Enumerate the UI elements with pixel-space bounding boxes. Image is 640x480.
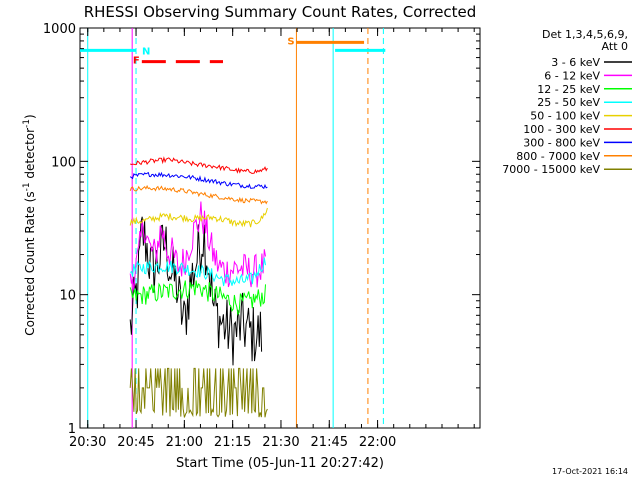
- y-axis-ticks: 1 10 100 1000: [43, 22, 480, 437]
- y-axis-label-mid: detector: [23, 128, 37, 183]
- legend-entry-label: 3 - 6 keV: [551, 56, 600, 69]
- legend-entry-label: 100 - 300 keV: [523, 123, 600, 136]
- flag-label: F: [133, 56, 140, 67]
- series-line: [129, 171, 268, 190]
- x-tick-label: 21:30: [262, 435, 299, 450]
- y-tick-label: 1: [68, 422, 76, 437]
- legend-entry-label: 800 - 7000 keV: [516, 150, 600, 163]
- series-line: [129, 156, 268, 174]
- x-tick-label: 22:00: [359, 435, 396, 450]
- legend-entry-label: 12 - 25 keV: [537, 83, 600, 96]
- legend-entry-label: 6 - 12 keV: [544, 69, 600, 82]
- series-line: [129, 257, 266, 287]
- legend-header: Att 0: [602, 40, 628, 53]
- legend-entry-label: 50 - 100 keV: [530, 110, 600, 123]
- x-tick-label: 20:30: [69, 435, 106, 450]
- x-axis-ticks: 20:30 20:45 21:00 21:15 21:30 21:45 22:00: [69, 28, 475, 450]
- series-line: [129, 280, 266, 316]
- series-line: [129, 216, 263, 366]
- series-line: [129, 184, 268, 205]
- x-tick-label: 21:15: [214, 435, 251, 450]
- y-axis-label: Corrected Count Rate (s-1 detector-1): [22, 114, 37, 335]
- footer-date: 17-Oct-2021 16:14: [552, 467, 628, 476]
- series-line: [129, 207, 268, 228]
- x-tick-label: 21:00: [166, 435, 203, 450]
- legend-header: Det 1,3,4,5,6,9,: [542, 28, 628, 41]
- legend-entry-label: 25 - 50 keV: [537, 96, 600, 109]
- y-axis-label-main: Corrected Count Rate (s: [23, 191, 37, 335]
- legend-entry-label: 300 - 800 keV: [523, 136, 600, 149]
- y-axis-label-end: ): [23, 114, 37, 119]
- x-tick-label: 20:45: [117, 435, 154, 450]
- legend-entry-label: 7000 - 15000 keV: [502, 163, 600, 176]
- y-axis-label-sup2: -1: [22, 119, 32, 128]
- series-line: [129, 201, 266, 291]
- plot-frame: [79, 27, 481, 429]
- flag-label: N: [142, 46, 150, 57]
- x-axis-label: Start Time (05-Jun-11 20:27:42): [176, 456, 384, 471]
- plot-area: NF S: [79, 27, 481, 429]
- flag-label: S: [287, 36, 294, 47]
- series-line: [129, 367, 268, 418]
- x-tick-label: 21:45: [311, 435, 348, 450]
- y-axis-label-sup1: -1: [22, 182, 32, 191]
- y-tick-label: 1000: [43, 22, 76, 37]
- y-tick-label: 100: [51, 155, 76, 170]
- y-tick-label: 10: [59, 289, 76, 304]
- chart-title: RHESSI Observing Summary Count Rates, Co…: [84, 3, 477, 21]
